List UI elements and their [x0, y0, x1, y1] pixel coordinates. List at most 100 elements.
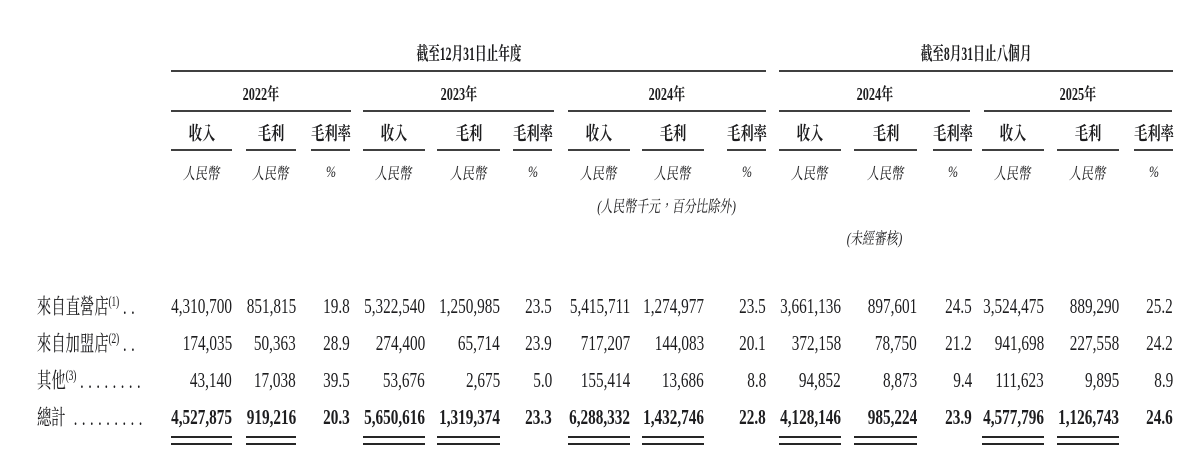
total-rule-top-8m2024-revenue — [779, 436, 841, 438]
dot-leader: . . . . . . . . . — [65, 405, 143, 430]
col-rule-8m2024-gross-margin — [933, 149, 972, 151]
col-rule-8m2024-revenue — [779, 149, 841, 151]
total-rule-top-fy2023-revenue — [363, 436, 425, 438]
unit-currency-text: 人民幣 — [448, 161, 489, 184]
year-rule-4 — [779, 110, 970, 112]
unit-currency-text: 人民幣 — [993, 161, 1034, 184]
total-rule-bottom-fy2023-revenue — [363, 443, 425, 445]
col-rule-8m2024-gross-profit — [854, 149, 917, 151]
cell-value: 65,714 — [458, 331, 500, 355]
unit-percent-text: % — [1148, 164, 1159, 181]
cell-value: 39.5 — [323, 368, 350, 392]
unit-8m2024-revenue: 人民幣 — [779, 158, 841, 188]
unit-currency-text: 人民幣 — [579, 161, 620, 184]
total-rule-bottom-fy2023-gross-profit — [437, 443, 500, 445]
column-header-text: 毛利 — [1074, 119, 1102, 146]
year-header-2: 2023年 — [363, 79, 554, 109]
col-rule-fy2024-revenue — [568, 149, 630, 151]
cell-value: 174,035 — [182, 331, 232, 355]
total-rule-top-8m2024-gross-profit — [854, 436, 917, 438]
cell-value: 5.0 — [532, 368, 552, 392]
row-label-content: 總計 . . . . . . . . . — [37, 402, 143, 433]
cell-value: 985,224 — [867, 405, 917, 429]
cell-value: 20.3 — [323, 405, 350, 429]
cell-value: 21.2 — [945, 331, 972, 355]
unit-fy2022-revenue: 人民幣 — [171, 158, 232, 188]
cell-value: 889,290 — [1069, 294, 1119, 318]
total-rule-bottom-8m2024-gross-profit — [854, 443, 917, 445]
unit-8m2025-gross-profit: 人民幣 — [1057, 158, 1119, 188]
unit-currency-text: 人民幣 — [653, 161, 694, 184]
total-rule-top-fy2022-revenue — [171, 436, 232, 438]
unit-8m2024-gross-profit: 人民幣 — [854, 158, 917, 188]
year-header-text: 2023年 — [440, 81, 477, 106]
cell-value: 274,400 — [375, 331, 425, 355]
period-header-2: 截至8月31日止八個月 — [779, 38, 1173, 68]
cell-value: 5,322,540 — [364, 294, 425, 318]
row-footnote-ref: (1) — [108, 294, 120, 310]
col-rule-fy2024-gross-profit — [642, 149, 704, 151]
col-rule-8m2025-gross-margin — [1134, 149, 1173, 151]
cell-value: 9.4 — [952, 368, 972, 392]
year-header-text: 2024年 — [856, 81, 893, 106]
unit-fy2024-revenue: 人民幣 — [568, 158, 630, 188]
cell-value: 1,319,374 — [439, 405, 500, 429]
col-rule-fy2022-gross-profit — [246, 149, 296, 151]
period-rule-2 — [779, 70, 1173, 72]
row-footnote-ref: (2) — [108, 331, 120, 347]
period-header-1: 截至12月31日止年度 — [171, 38, 766, 68]
cell-value: 13,686 — [662, 368, 704, 392]
cell-value: 24.5 — [945, 294, 972, 318]
cell-value: 23.3 — [525, 405, 552, 429]
unit-currency-text: 人民幣 — [865, 161, 906, 184]
cell-value: 28.9 — [323, 331, 350, 355]
units-note: (人民幣千元，百分比除外) — [568, 190, 766, 220]
unit-percent-text: % — [741, 164, 752, 181]
col-rule-fy2022-gross-margin — [311, 149, 350, 151]
cell-value: 897,601 — [867, 294, 917, 318]
total-rule-top-fy2024-gross-profit — [642, 436, 704, 438]
column-header-text: 毛利 — [455, 119, 482, 146]
cell-value: 1,274,977 — [643, 294, 704, 318]
col-header-fy2022-gross-margin: 毛利率 — [311, 118, 351, 148]
col-header-fy2022-gross-profit: 毛利 — [246, 118, 296, 148]
unit-8m2025-revenue: 人民幣 — [982, 158, 1044, 188]
cell-value: 4,577,796 — [983, 405, 1044, 429]
unit-fy2022-gross-margin: % — [311, 158, 350, 188]
column-header-text: 毛利率 — [932, 119, 973, 146]
unit-percent-text: % — [527, 164, 538, 181]
unit-currency-text: 人民幣 — [1068, 161, 1109, 184]
unit-fy2023-gross-profit: 人民幣 — [437, 158, 500, 188]
cell-value: 8,873 — [882, 368, 917, 392]
cell-value: 3,661,136 — [780, 294, 841, 318]
cell-value: 4,128,146 — [780, 405, 841, 429]
col-header-fy2023-gross-profit: 毛利 — [437, 118, 500, 148]
unit-currency-text: 人民幣 — [374, 161, 415, 184]
period-header-text: 截至8月31日止八個月 — [920, 39, 1032, 66]
cell-value: 919,216 — [246, 405, 296, 429]
total-rule-top-8m2025-revenue — [982, 436, 1044, 438]
year-rule-5 — [984, 110, 1172, 112]
total-rule-top-fy2023-gross-profit — [437, 436, 500, 438]
year-header-text: 2024年 — [648, 81, 686, 106]
cell-value: 78,750 — [875, 331, 917, 355]
units-note-text: (人民幣千元，百分比除外) — [596, 193, 738, 217]
cell-value: 43,140 — [190, 368, 232, 392]
unit-fy2023-gross-margin: % — [513, 158, 552, 188]
cell-value: 4,310,700 — [171, 294, 232, 318]
col-rule-8m2025-revenue — [982, 149, 1044, 151]
col-header-8m2025-gross-margin: 毛利率 — [1134, 118, 1174, 148]
year-rule-1 — [171, 110, 351, 112]
col-header-fy2023-gross-margin: 毛利率 — [513, 118, 553, 148]
cell-value: 111,623 — [995, 368, 1044, 392]
cell-value: 6,288,332 — [569, 405, 630, 429]
col-rule-fy2023-gross-profit — [437, 149, 500, 151]
cell-value: 8.8 — [746, 368, 766, 392]
year-header-5: 2025年 — [984, 79, 1172, 109]
row-footnote-ref: (3) — [65, 368, 77, 384]
col-header-8m2025-revenue: 收入 — [982, 118, 1044, 148]
period-rule-1 — [171, 70, 766, 72]
row-label-direct-stores: 來自直營店(1) . . — [37, 291, 170, 321]
cell-value: 4,527,875 — [171, 405, 232, 429]
